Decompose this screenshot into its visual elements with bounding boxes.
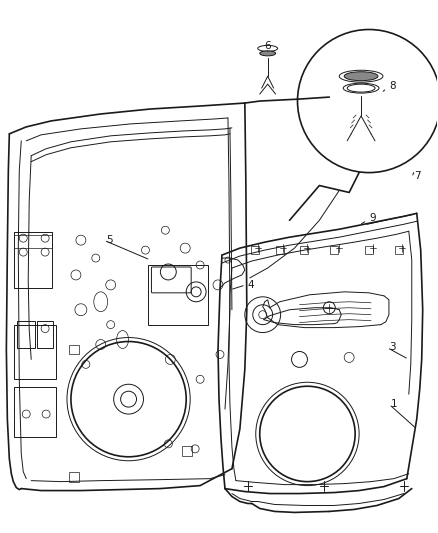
Ellipse shape bbox=[260, 51, 276, 56]
Text: 9: 9 bbox=[369, 213, 376, 223]
Bar bbox=[69, 472, 79, 482]
Bar bbox=[251, 246, 259, 254]
Bar bbox=[182, 446, 192, 456]
Bar bbox=[69, 344, 79, 354]
Ellipse shape bbox=[344, 72, 378, 80]
Bar bbox=[300, 246, 308, 254]
Text: 5: 5 bbox=[106, 235, 113, 245]
Bar bbox=[276, 246, 283, 254]
Text: 3: 3 bbox=[389, 343, 396, 352]
Text: 7: 7 bbox=[414, 171, 420, 181]
Text: 6: 6 bbox=[265, 42, 271, 51]
Text: 4: 4 bbox=[248, 280, 254, 290]
Text: 1: 1 bbox=[391, 399, 398, 409]
Bar bbox=[330, 246, 338, 254]
Bar bbox=[365, 246, 373, 254]
Bar bbox=[395, 246, 403, 254]
Text: 8: 8 bbox=[389, 81, 396, 91]
